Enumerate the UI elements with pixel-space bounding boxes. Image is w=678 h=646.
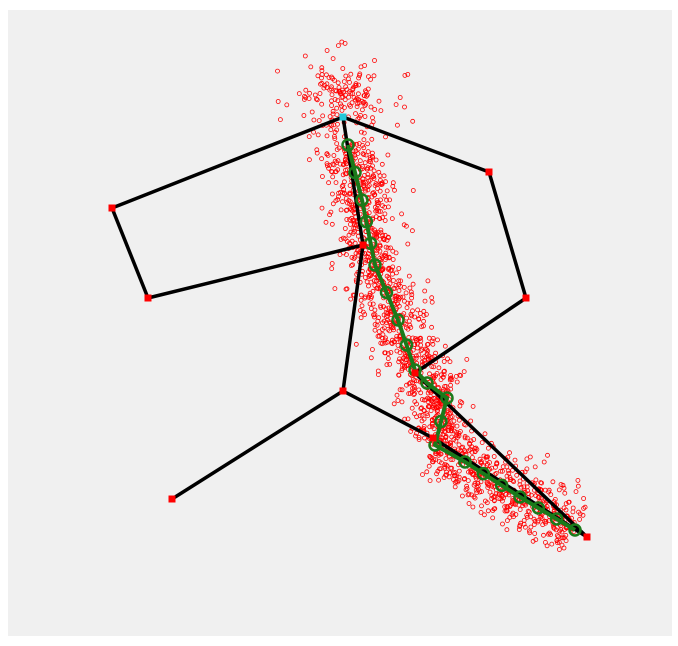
graph-view [0,0,678,646]
node [340,114,347,121]
panel [8,10,672,636]
node [360,242,367,249]
node [169,496,176,503]
node [430,435,437,442]
node [412,370,419,377]
node [145,295,152,302]
node [523,295,530,302]
node [486,169,493,176]
node [109,205,116,212]
window [0,0,678,646]
node [584,534,591,541]
node [340,388,347,395]
